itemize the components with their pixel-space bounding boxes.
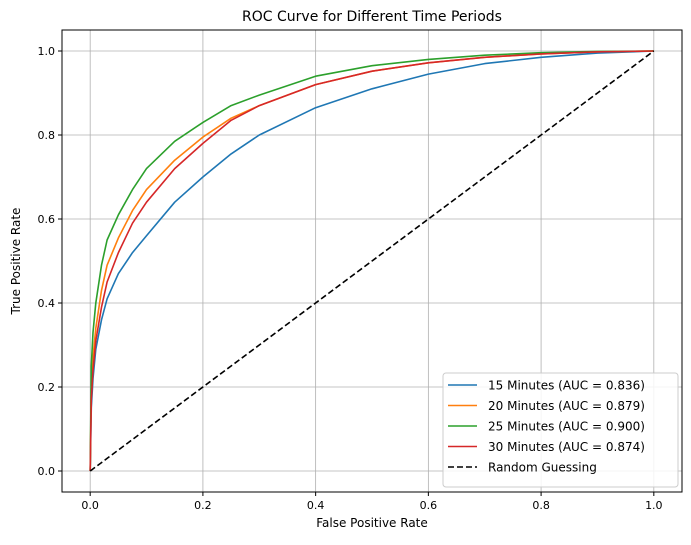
- legend-box: [442, 372, 679, 488]
- y-tick-label: 0.4: [38, 297, 56, 310]
- roc-series-line: [89, 50, 654, 472]
- ticks: 0.0 0.2 0.4 0.6 0.8 1.0 0.0 0.2 0.4 0.6 0.8 1.0: [38, 45, 663, 512]
- legend-label: 30 Minutes (AUC = 0.874): [488, 440, 645, 454]
- x-tick-label: 0.0: [81, 499, 99, 512]
- y-tick-label: 0.0: [38, 465, 56, 478]
- legend: 15 Minutes (AUC = 0.836) 20 Minutes (AUC …: [442, 372, 679, 488]
- legend-label: 25 Minutes (AUC = 0.900): [488, 420, 645, 434]
- random-guessing-line: [89, 50, 655, 472]
- y-axis-label: True Positive Rate: [9, 208, 23, 316]
- x-tick-label: 0.2: [194, 499, 212, 512]
- y-tick-label: 0.2: [38, 381, 56, 394]
- roc-series-line: [89, 50, 654, 472]
- legend-label: 20 Minutes (AUC = 0.879): [488, 399, 645, 413]
- plot-frame: [61, 29, 683, 493]
- series-lines: [89, 50, 655, 472]
- y-tick-label: 0.6: [38, 213, 56, 226]
- legend-label: 15 Minutes (AUC = 0.836): [488, 379, 645, 393]
- x-tick-label: 0.4: [307, 499, 325, 512]
- x-tick-label: 0.8: [532, 499, 550, 512]
- y-tick-label: 0.8: [38, 129, 56, 142]
- x-tick-label: 0.6: [420, 499, 438, 512]
- chart-title: ROC Curve for Different Time Periods: [242, 9, 502, 25]
- legend-label: Random Guessing: [488, 461, 597, 475]
- y-tick-label: 1.0: [38, 45, 56, 58]
- x-axis-label: False Positive Rate: [316, 516, 428, 530]
- x-tick-label: 1.0: [645, 499, 663, 512]
- roc-series-line: [89, 50, 654, 472]
